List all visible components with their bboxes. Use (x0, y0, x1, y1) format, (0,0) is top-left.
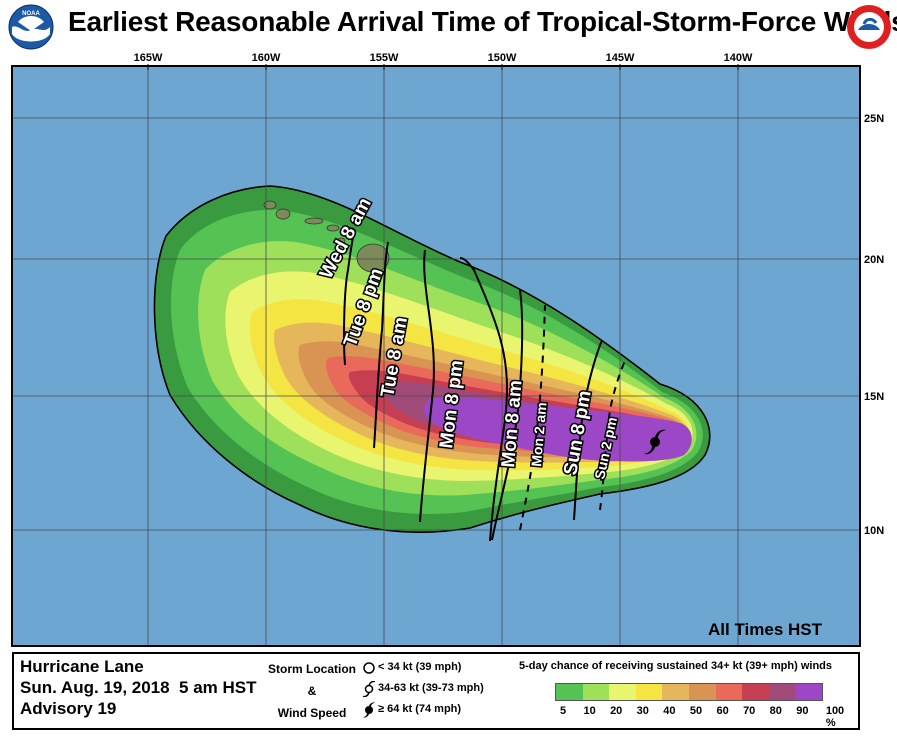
key-text: ≥ 64 kt (74 mph) (378, 703, 462, 715)
scale-swatch (635, 684, 663, 700)
nws-logo-icon (847, 5, 891, 49)
page-title: Earliest Reasonable Arrival Time of Trop… (68, 6, 897, 37)
key-row: ≥ 64 kt (74 mph) (362, 699, 484, 720)
latitude-label: 25N (864, 113, 884, 125)
legend-panel: Hurricane Lane Sun. Aug. 19, 2018 5 am H… (12, 652, 860, 730)
isochrone-tue-8am (419, 249, 435, 523)
key-row: < 34 kt (39 mph) (362, 657, 484, 678)
advisory-info: Hurricane Lane Sun. Aug. 19, 2018 5 am H… (20, 656, 257, 719)
isochrone-mon-2am (519, 304, 546, 531)
scale-label: 50 (689, 705, 703, 717)
isochrone-tue-8pm (373, 241, 389, 449)
scale-label: 20 (610, 705, 623, 717)
latitude-label: 15N (864, 391, 884, 403)
isochrone-wed-8am (343, 231, 355, 366)
longitude-label: 160W (252, 52, 281, 64)
isochrone-sun-8pm (573, 339, 603, 521)
storm-name: Hurricane Lane (20, 657, 144, 676)
isochrone-mon-8am (491, 289, 524, 541)
scale-swatch (768, 684, 796, 700)
scale-label: 90 (796, 705, 809, 717)
isochrone-mon-8pm (459, 257, 508, 542)
scale-labels: 5 10 20 30 40 50 60 70 80 90 100 % (519, 705, 844, 729)
scale-label: 80 (769, 705, 782, 717)
longitude-label: 145W (606, 52, 635, 64)
ampersand-label: & (307, 684, 317, 698)
longitude-labels: 165W 160W 155W 150W 145W 140W (134, 52, 753, 70)
scale-swatch (688, 684, 716, 700)
storm-key-labels: Storm Location & Wind Speed (264, 658, 360, 724)
scale-swatch (609, 684, 636, 700)
scale-swatch (795, 684, 822, 700)
svg-text:NOAA: NOAA (22, 11, 40, 17)
wind-speed-label: Wind Speed (277, 706, 347, 720)
key-text: < 34 kt (39 mph) (378, 661, 462, 673)
storm-location-label: Storm Location (267, 662, 356, 676)
scale-label: 10 (583, 705, 596, 717)
probability-outline (153, 185, 711, 533)
scale-label: 70 (743, 705, 756, 717)
band-100 (424, 396, 692, 462)
latitude-labels: 25N 20N 15N 10N (864, 113, 884, 537)
tropical-storm-icon (362, 680, 376, 697)
map-frame (11, 65, 861, 647)
scale-label: 60 (716, 705, 729, 717)
storm-key-list: < 34 kt (39 mph) 34-63 kt (39-73 mph) ≥ … (362, 657, 484, 720)
longitude-label: 150W (488, 52, 517, 64)
scale-swatch (556, 684, 583, 700)
scale-swatches (555, 683, 823, 701)
hurricane-icon (644, 429, 666, 455)
longitude-label: 155W (370, 52, 399, 64)
scale-swatch (715, 684, 743, 700)
scale-swatch (742, 684, 769, 700)
latitude-label: 10N (864, 525, 884, 537)
scale-label: 40 (663, 705, 676, 717)
longitude-label: 140W (724, 52, 753, 64)
scale-label: 100 % (825, 705, 845, 729)
noaa-logo-icon: NOAA (8, 4, 54, 50)
key-row: 34-63 kt (39-73 mph) (362, 678, 484, 699)
hurricane-icon (363, 701, 375, 718)
isochrone-sun-2pm (599, 357, 627, 511)
scale-label: 5 (559, 705, 567, 717)
scale-title: 5-day chance of receiving sustained 34+ … (519, 660, 832, 672)
advisory-number: Advisory 19 (20, 699, 117, 718)
key-text: 34-63 kt (39-73 mph) (378, 682, 484, 694)
probability-scale: 5-day chance of receiving sustained 34+ … (519, 660, 844, 729)
all-times-note: All Times HST (708, 620, 822, 639)
scale-swatch (582, 684, 610, 700)
scale-swatch (662, 684, 689, 700)
circle-icon (363, 661, 375, 674)
scale-label: 30 (636, 705, 649, 717)
longitude-label: 165W (134, 52, 163, 64)
isochrone-lines (343, 231, 627, 542)
latitude-label: 20N (864, 254, 884, 266)
hawaiian-islands (263, 200, 390, 273)
advisory-datetime: Sun. Aug. 19, 2018 5 am HST (20, 678, 257, 697)
graticule (12, 66, 860, 646)
